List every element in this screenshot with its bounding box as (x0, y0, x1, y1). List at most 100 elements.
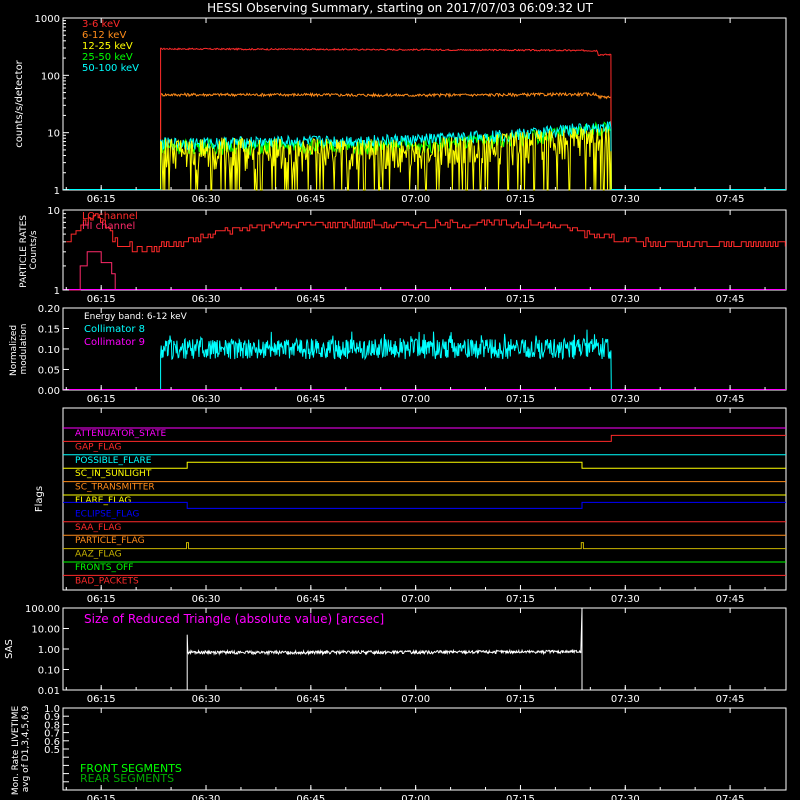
panel-count-rates: 1 10 100 1000 06:15 06:30 06:45 07:00 07:15 07:3… (14, 14, 787, 205)
y-tick-label: 0.05 (38, 366, 60, 377)
x-axis: 06:15 06:30 06:45 07:00 07:15 07:30 07:45 (65, 408, 766, 605)
x-tick-label: 07:15 (506, 394, 535, 405)
plot-area: ATTENUATOR_STATE GAP_FLAG POSSIBLE_FLARE SC… (63, 427, 786, 586)
x-tick-label: 07:00 (401, 394, 430, 405)
x-tick-label: 07:30 (611, 694, 640, 705)
x-tick-label: 07:00 (401, 694, 430, 705)
flag-label: BAD_PACKETS (75, 576, 139, 586)
legend-entry: 12-25 keV (82, 41, 133, 52)
y-axis-label-line1: Normalized (9, 325, 19, 376)
y-tick-label: 0.20 (38, 304, 60, 315)
x-tick-label: 07:15 (506, 294, 535, 305)
x-tick-label: 07:45 (716, 394, 745, 405)
flag-label: POSSIBLE_FLARE (75, 456, 152, 466)
panel-frame (62, 17, 787, 191)
sas-annotation: Size of Reduced Triangle (absolute value… (84, 612, 384, 626)
flag-label: ECLIPSE_FLAG (75, 509, 139, 519)
y-tick-label: 0.10 (38, 666, 60, 677)
y-axis-label: PARTICLE RATES Counts/s (19, 212, 39, 288)
series-line (186, 607, 583, 690)
y-tick-label: 0.9 (44, 712, 60, 723)
x-axis: 06:15 06:30 06:45 07:00 07:15 07:30 07:45 (65, 18, 766, 205)
panel-particle-rates: 110 06:15 06:30 06:45 07:00 07:15 07:30 07:45 … (19, 206, 787, 305)
y-tick-label: 0.5 (44, 745, 60, 756)
x-tick-label: 07:30 (611, 794, 640, 800)
y-axis-label: SAS (4, 639, 15, 659)
x-tick-label: 06:45 (296, 394, 325, 405)
y-tick-label: 0.15 (38, 325, 60, 336)
legend-entry: REAR SEGMENTS (80, 772, 174, 785)
y-tick-label: 0.7 (44, 729, 60, 740)
x-tick-label: 07:45 (716, 694, 745, 705)
flag-line (63, 542, 786, 550)
y-tick-label: 100 (41, 71, 60, 82)
panel-livetime: 0.50.60.70.80.91.0 06:15 06:30 06:45 07:00 0… (11, 704, 787, 800)
x-tick-label: 07:15 (506, 594, 535, 605)
legend-entry: 3-6 keV (82, 19, 120, 30)
legend: Collimator 8 Collimator 9 (84, 324, 145, 348)
x-tick-label: 07:15 (506, 694, 535, 705)
panel-flags: ATTENUATOR_STATE GAP_FLAG POSSIBLE_FLARE SC… (34, 407, 787, 605)
y-tick-label: 0.8 (44, 720, 60, 731)
x-axis: 06:15 06:30 06:45 07:00 07:15 07:30 07:45 (65, 308, 766, 405)
flag-label: AAZ_FLAG (75, 550, 122, 560)
flag-label: SC_TRANSMITTER (75, 483, 155, 493)
x-tick-label: 07:30 (611, 594, 640, 605)
legend-entry: 50-100 keV (82, 63, 139, 74)
flag-label: SAA_FLAG (75, 523, 121, 533)
x-tick-label: 07:15 (506, 194, 535, 205)
x-tick-label: 07:30 (611, 294, 640, 305)
y-tick-label: 1.00 (38, 645, 60, 656)
flag-label: SC_IN_SUNLIGHT (75, 469, 152, 479)
series-line (160, 91, 612, 191)
y-axis-label-line2: avg of D1,3,4,5,6,9 (21, 705, 31, 792)
legend-entry: LO channel (82, 211, 138, 222)
x-tick-label: 06:45 (296, 194, 325, 205)
y-tick-label: 0.01 (38, 686, 60, 697)
x-tick-label: 07:45 (716, 194, 745, 205)
y-axis: 0.50.60.70.80.91.0 (44, 704, 69, 791)
x-tick-label: 06:30 (192, 594, 221, 605)
y-tick-label: 1000 (35, 14, 60, 25)
x-tick-label: 07:00 (401, 294, 430, 305)
x-axis: 06:15 06:30 06:45 07:00 07:15 07:30 07:45 (65, 708, 766, 800)
x-tick-label: 06:30 (192, 294, 221, 305)
y-axis-label: Flags (34, 486, 45, 512)
x-tick-label: 07:00 (401, 594, 430, 605)
flag-line (63, 501, 786, 509)
legend-entry: 6-12 keV (82, 30, 126, 41)
energy-band-annotation: Energy band: 6-12 keV (84, 312, 188, 322)
y-axis: 1 10 (47, 206, 69, 297)
flag-label: PARTICLE_FLAG (75, 536, 145, 546)
y-axis-label-line2: Counts/s (29, 230, 39, 269)
y-axis-label-line1: PARTICLE RATES (19, 215, 29, 288)
x-tick-label: 06:15 (87, 794, 116, 800)
panel-frame (62, 407, 787, 591)
series-line (66, 251, 116, 291)
x-tick-label: 06:30 (192, 394, 221, 405)
x-tick-label: 07:45 (716, 794, 745, 800)
x-tick-label: 06:45 (296, 794, 325, 800)
x-axis: 06:15 06:30 06:45 07:00 07:15 07:30 07:45 (65, 608, 766, 705)
flag-label: FRONTS_OFF (75, 563, 133, 573)
y-tick-label: 1.0 (44, 704, 60, 715)
plot-area (186, 607, 583, 690)
y-axis: 0.01 0.10 1.00 10.00 100.00 (25, 604, 69, 697)
y-axis-label-line1: Mon. Rate LIVETIME (11, 705, 21, 795)
y-axis-label: Normalized modulation (9, 322, 29, 376)
legend-entry: Collimator 9 (84, 337, 145, 348)
series-line (160, 47, 612, 191)
x-tick-label: 06:15 (87, 294, 116, 305)
x-tick-label: 06:15 (87, 694, 116, 705)
y-tick-label: 0.00 (38, 386, 60, 397)
figure-title: HESSI Observing Summary, starting on 201… (207, 1, 593, 15)
x-tick-label: 06:15 (87, 194, 116, 205)
y-axis-label: counts/s/detector (14, 59, 25, 147)
flag-label: GAP_FLAG (75, 442, 121, 452)
legend-entry: Collimator 8 (84, 324, 145, 335)
